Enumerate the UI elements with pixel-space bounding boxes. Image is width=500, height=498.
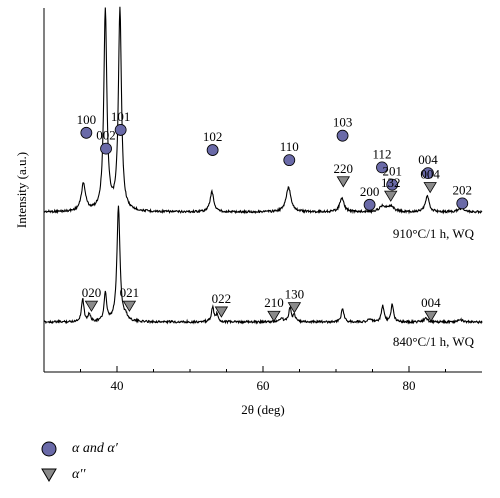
alpha-peak-marker	[336, 129, 349, 142]
trace-line-1	[43, 6, 483, 215]
alpha-peak-marker	[100, 142, 112, 155]
peak-index-label: 210	[264, 295, 284, 310]
x-tick-label: 80	[403, 378, 416, 393]
x-axis-title: 2θ (deg)	[241, 402, 284, 417]
peak-index-label: 112	[372, 146, 391, 161]
peak-index-label: 130	[285, 287, 305, 302]
alpha-peak-marker	[386, 178, 399, 191]
peak-index-label: 004	[421, 295, 441, 310]
peak-index-label: 102	[203, 129, 223, 144]
circle-marker-icon	[41, 441, 57, 457]
peak-index-label: 200	[360, 184, 380, 199]
peak-index-label: 002	[96, 128, 116, 143]
alpha-double-prime-peak-marker	[423, 182, 437, 194]
alpha-peak-marker	[114, 124, 127, 136]
alpha-peak-marker	[80, 126, 93, 139]
xrd-traces	[43, 6, 483, 325]
plot-frame	[43, 8, 482, 373]
alpha-peak-marker	[422, 167, 434, 180]
legend-label-alpha-double-prime: α′′	[72, 467, 86, 482]
alpha-double-prime-peak-marker	[214, 306, 229, 318]
peak-markers: 1000021011021101032201122012001320040042…	[77, 109, 473, 323]
trace-annotation-2: 840°C/1 h, WQ	[393, 334, 475, 349]
peak-index-label: 220	[334, 161, 354, 176]
peak-index-label: 004	[420, 167, 440, 182]
peak-index-label: 021	[120, 285, 140, 300]
peak-index-label: 103	[333, 115, 353, 130]
peak-index-label: 202	[453, 182, 473, 197]
trace-annotations: 910°C/1 h, WQ 840°C/1 h, WQ	[393, 226, 475, 349]
y-axis-title: Intensity (a.u.)	[14, 152, 29, 228]
alpha-peak-marker	[206, 144, 219, 156]
x-axis-ticks: 40 60 80	[80, 366, 446, 393]
peak-index-label: 022	[212, 291, 232, 306]
alpha-double-prime-peak-marker	[287, 302, 302, 314]
alpha-double-prime-peak-marker	[84, 300, 99, 312]
legend: α and α′ α′′	[40, 436, 118, 488]
legend-label-alpha: α and α′	[72, 441, 118, 456]
legend-item-alpha-double-prime: α′′	[40, 462, 118, 488]
triangle-marker-icon	[41, 468, 57, 482]
alpha-peak-marker	[456, 197, 469, 210]
alpha-double-prime-peak-marker	[267, 310, 281, 323]
peak-index-label: 100	[77, 112, 97, 127]
x-tick-label: 60	[257, 378, 270, 393]
peak-index-label: 101	[111, 109, 131, 124]
x-tick-label: 40	[111, 378, 124, 393]
alpha-double-prime-peak-marker	[122, 300, 137, 312]
peak-index-label: 201	[382, 164, 402, 179]
alpha-double-prime-peak-marker	[384, 190, 398, 202]
legend-item-alpha: α and α′	[40, 436, 118, 462]
alpha-double-prime-peak-marker	[336, 176, 351, 188]
xrd-chart: 1000021011021101032201122012001320040042…	[14, 6, 483, 417]
trace-line-2	[43, 205, 483, 325]
alpha-peak-marker	[363, 198, 376, 211]
peak-index-label: 020	[82, 285, 102, 300]
peak-index-label: 132	[381, 175, 401, 190]
peak-index-label: 004	[418, 152, 438, 167]
alpha-peak-marker	[376, 161, 388, 174]
alpha-peak-marker	[283, 154, 296, 167]
peak-index-label: 110	[280, 139, 299, 154]
alpha-double-prime-peak-marker	[424, 310, 438, 323]
trace-annotation-1: 910°C/1 h, WQ	[393, 226, 475, 241]
